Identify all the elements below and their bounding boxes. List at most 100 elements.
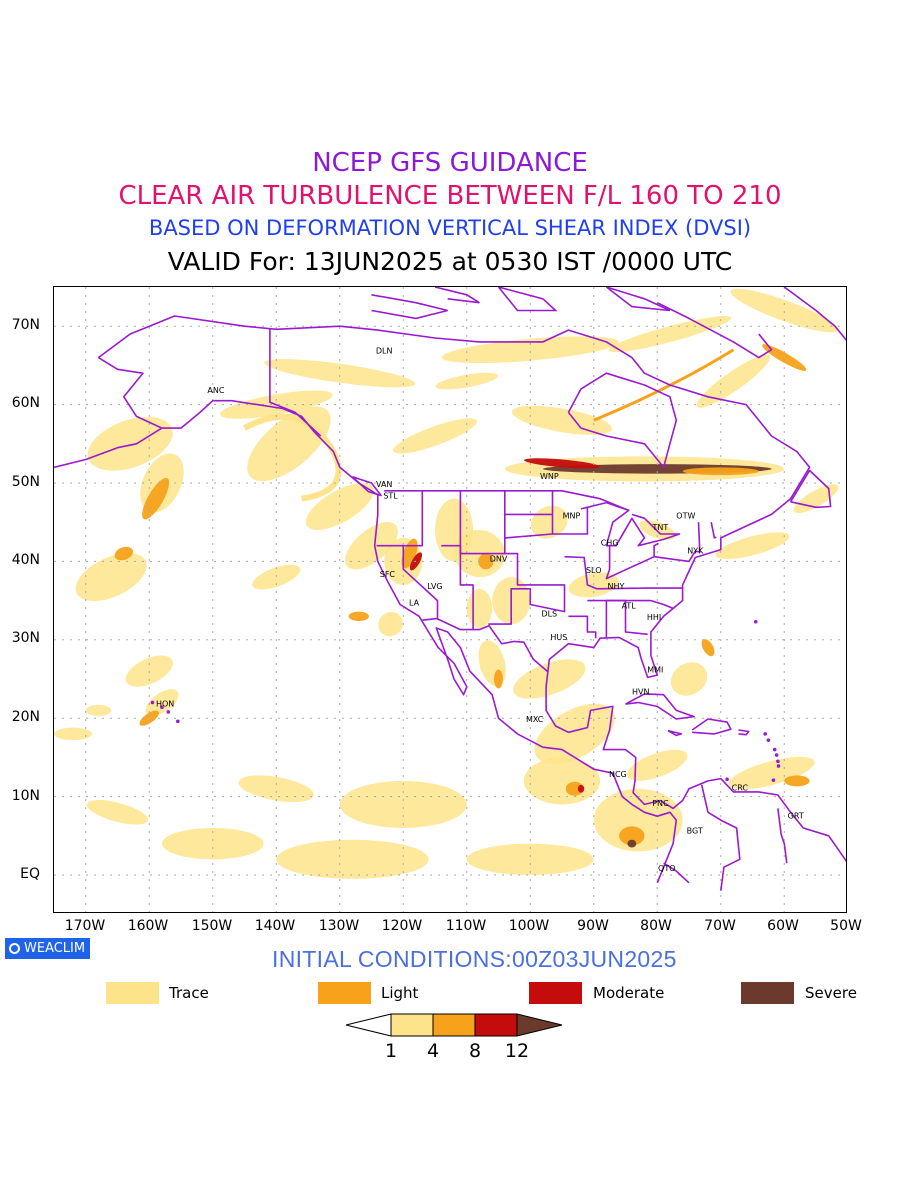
island-dot (176, 719, 180, 724)
coastline-segment (605, 542, 659, 580)
turbulence-area-light (619, 826, 645, 846)
colorbar-high-arrow (516, 1013, 563, 1037)
island-dot (160, 705, 164, 710)
legend-swatch-light (318, 982, 371, 1004)
turbulence-area-trace (161, 827, 264, 860)
coastline-segment (441, 544, 474, 630)
turbulence-area-trace (87, 416, 173, 471)
turbulence-area-light (701, 639, 715, 657)
lat-label: 60N (11, 395, 40, 411)
station-label-nhy: NHY (608, 582, 625, 591)
lon-label: 160W (127, 918, 169, 934)
legend-swatch-moderate (529, 982, 582, 1004)
turbulence-area-trace (86, 800, 149, 825)
colorbar-label: 4 (426, 1040, 440, 1062)
legend-swatch-severe (741, 982, 794, 1004)
turbulence-area-moderate (524, 458, 600, 469)
turbulence-area-trace (511, 405, 613, 435)
lon-label: 110W (445, 918, 487, 934)
legend-label-severe: Severe (805, 984, 857, 1002)
station-labels: DLN ANC VAN STL WNP MNP OTW TNT CHG NYK DNV SFC LVG S… (156, 347, 804, 873)
coastline-segment (738, 729, 750, 736)
station-label-mxc: MXC (526, 715, 544, 724)
coastline-segment (376, 490, 424, 547)
coastline-segment (54, 427, 163, 469)
station-label-dln: DLN (376, 347, 393, 356)
island-dot (772, 747, 777, 752)
turbulence-area-trace (378, 611, 403, 637)
turbulence-area-trace (54, 727, 93, 741)
station-label-hon: HON (156, 699, 174, 708)
coastline-segment (269, 329, 322, 437)
title-line-2: CLEAR AIR TURBULENCE BETWEEN F/L 160 TO … (118, 181, 782, 211)
turbulence-area-severe (627, 839, 637, 848)
turbulence-area-trace (305, 483, 374, 530)
turbulence-area-trace (345, 522, 398, 570)
island-dot (771, 778, 776, 782)
lon-label: 90W (577, 918, 609, 934)
colorbar-label: 1 (384, 1040, 398, 1062)
legend-label-trace: Trace (169, 984, 209, 1002)
station-label-otw: OTW (676, 511, 695, 520)
turbulence-area-trace (339, 780, 467, 828)
coastline-segment (488, 552, 566, 625)
turbulence-area-light (784, 775, 810, 787)
lat-label: 20N (11, 709, 40, 725)
island-dot (753, 619, 758, 624)
turbulence-area-moderate (577, 784, 585, 793)
lon-label: 130W (318, 918, 360, 934)
station-label-atl: ATL (622, 601, 637, 610)
island-dot (150, 700, 155, 705)
turbulence-area-light (139, 710, 159, 726)
island-dot (776, 764, 781, 768)
turbulence-area-light (142, 477, 170, 520)
turbulence-area-trace (730, 288, 839, 333)
station-label-van: VAN (376, 480, 392, 489)
coastline-segment (667, 729, 683, 737)
weaclim-credit-badge: WEACLIM (5, 938, 91, 959)
turbulence-area-trace (513, 659, 586, 699)
station-label-grt: GRT (788, 812, 804, 821)
station-label-lvg: LVG (427, 582, 442, 591)
coastline-segment (497, 287, 558, 312)
station-label-nyk: NYK (687, 547, 704, 556)
lat-label: 70N (11, 317, 40, 333)
turbulence-area-trace (466, 843, 594, 875)
station-label-crc: CRC (732, 783, 749, 792)
station-label-qto: QTO (658, 864, 675, 873)
coastlines-and-borders (54, 287, 846, 891)
lon-label: 150W (191, 918, 233, 934)
coastline-segment (700, 784, 741, 891)
turbulence-area-trace (728, 756, 815, 790)
lon-label: 60W (767, 918, 799, 934)
island-dot (166, 710, 171, 714)
coastline-segment (656, 301, 773, 359)
turbulence-area-trace (627, 749, 688, 781)
island-dot (763, 732, 767, 736)
turbulence-area-trace (608, 315, 732, 353)
lon-label: 50W (830, 918, 862, 934)
coastline-segment (371, 294, 448, 320)
station-label-dnv: DNV (490, 554, 508, 563)
turbulence-area-trace (238, 775, 314, 803)
lat-label: 30N (11, 630, 40, 646)
colorbar-trace (390, 1013, 434, 1037)
turbulence-area-trace (75, 553, 147, 602)
station-label-pnc: PNC (652, 799, 669, 808)
coastline-segment (663, 862, 690, 884)
turbulence-area-trace (85, 704, 112, 716)
lat-label: EQ (20, 866, 40, 882)
turbulence-area-trace (670, 662, 708, 696)
initial-conditions: INITIAL CONDITIONS:00Z03JUN2025 (272, 946, 677, 972)
coastline-segment (605, 599, 648, 638)
colorbar-label: 12 (504, 1040, 530, 1062)
title-line-3: BASED ON DEFORMATION VERTICAL SHEAR INDE… (148, 216, 752, 240)
coastline-segment (789, 469, 832, 509)
turbulence-area-trace (393, 418, 477, 454)
turbulence-area-trace (466, 588, 493, 629)
coastline-segment (97, 315, 846, 863)
colorbar (345, 1013, 563, 1037)
station-label-dls: DLS (541, 609, 557, 618)
turbulence-area-trace (593, 788, 683, 852)
weaclim-logo-icon (9, 943, 20, 954)
